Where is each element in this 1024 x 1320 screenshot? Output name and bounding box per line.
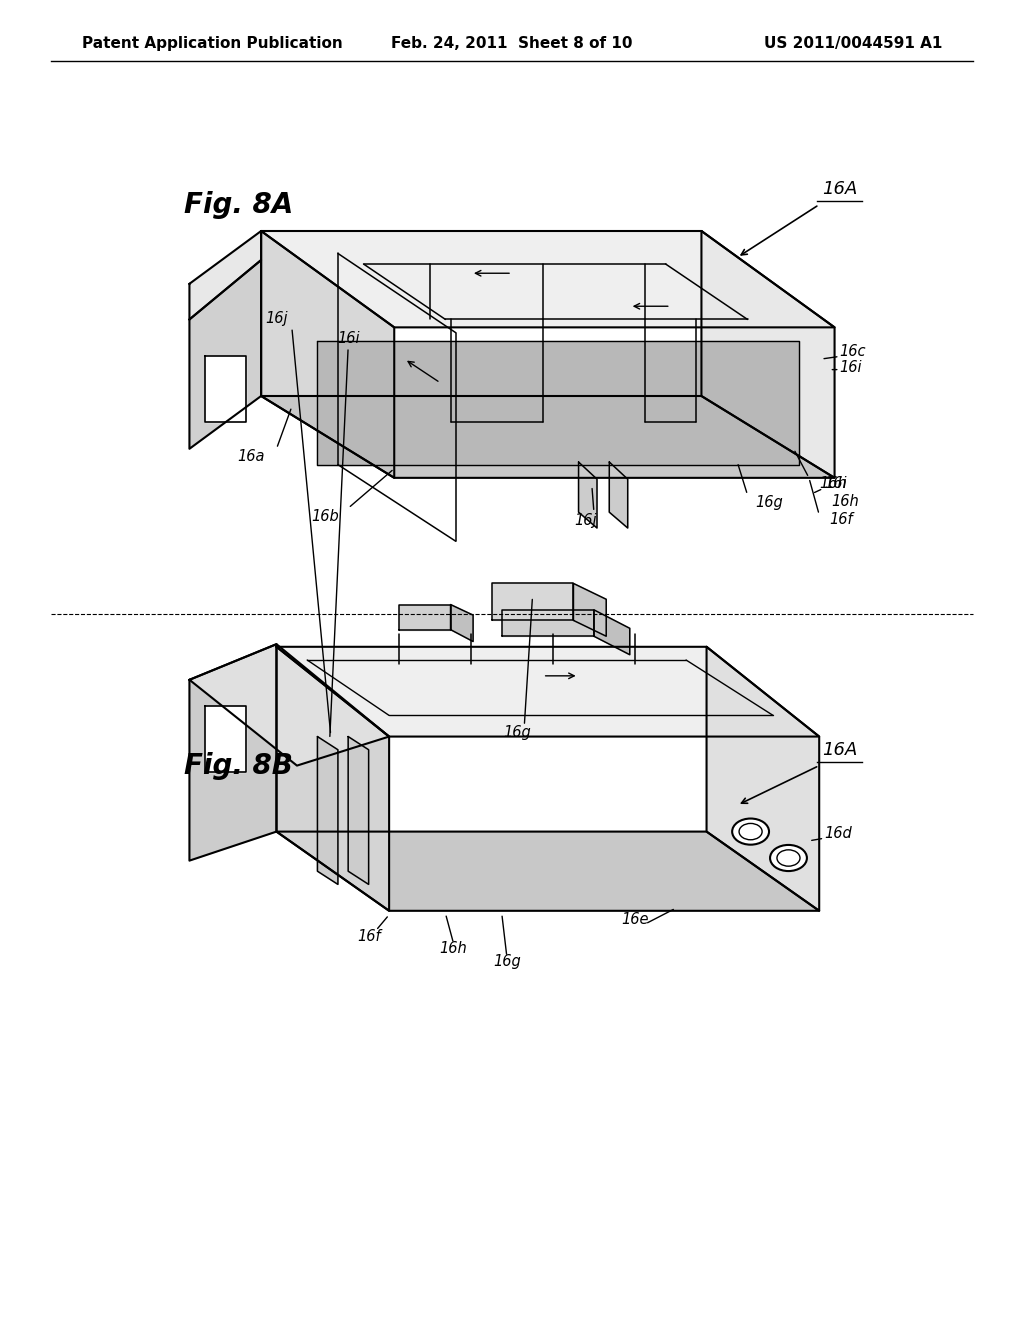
Polygon shape	[317, 737, 338, 884]
Text: 16a: 16a	[238, 449, 264, 463]
Text: 16d: 16d	[824, 826, 852, 841]
Polygon shape	[189, 644, 276, 861]
Polygon shape	[594, 610, 630, 655]
Text: 16h: 16h	[831, 494, 859, 508]
Polygon shape	[205, 706, 246, 772]
Text: US 2011/0044591 A1: US 2011/0044591 A1	[764, 36, 942, 51]
Text: 16f: 16f	[356, 929, 381, 944]
Text: Fig. 8A: Fig. 8A	[184, 190, 294, 219]
Text: 16i: 16i	[840, 360, 862, 375]
Text: 16e: 16e	[622, 912, 648, 927]
Polygon shape	[261, 231, 394, 478]
Polygon shape	[707, 647, 819, 911]
Polygon shape	[261, 396, 835, 478]
Text: 16g: 16g	[493, 954, 521, 969]
Polygon shape	[276, 832, 819, 911]
Text: Fig. 8B: Fig. 8B	[184, 751, 293, 780]
Text: 16c: 16c	[840, 345, 866, 359]
Text: 16j: 16j	[265, 312, 288, 326]
Text: 16A: 16A	[822, 741, 857, 759]
Text: 16h: 16h	[819, 477, 847, 491]
Polygon shape	[701, 231, 835, 478]
Text: 16g: 16g	[503, 725, 531, 739]
Polygon shape	[276, 647, 389, 911]
Polygon shape	[348, 737, 369, 884]
Text: Feb. 24, 2011  Sheet 8 of 10: Feb. 24, 2011 Sheet 8 of 10	[391, 36, 633, 51]
Text: 16b: 16b	[311, 510, 340, 524]
Polygon shape	[451, 605, 473, 642]
Text: 16j: 16j	[574, 513, 597, 528]
Text: 16f: 16f	[829, 512, 853, 527]
Polygon shape	[579, 462, 597, 528]
Polygon shape	[492, 583, 573, 620]
Polygon shape	[399, 605, 451, 630]
Ellipse shape	[770, 845, 807, 871]
Text: Patent Application Publication: Patent Application Publication	[82, 36, 343, 51]
Polygon shape	[317, 341, 799, 465]
Text: 16A: 16A	[822, 180, 857, 198]
Text: 16g: 16g	[756, 495, 783, 510]
Polygon shape	[189, 231, 261, 319]
Text: 16h: 16h	[439, 941, 468, 956]
Text: 16i: 16i	[337, 331, 359, 346]
Polygon shape	[189, 644, 389, 766]
Polygon shape	[502, 610, 594, 636]
Text: 16i: 16i	[824, 477, 847, 491]
Polygon shape	[205, 356, 246, 422]
Polygon shape	[276, 647, 819, 737]
Polygon shape	[609, 462, 628, 528]
Ellipse shape	[732, 818, 769, 845]
Polygon shape	[189, 260, 261, 449]
Polygon shape	[573, 583, 606, 636]
Polygon shape	[261, 231, 835, 327]
